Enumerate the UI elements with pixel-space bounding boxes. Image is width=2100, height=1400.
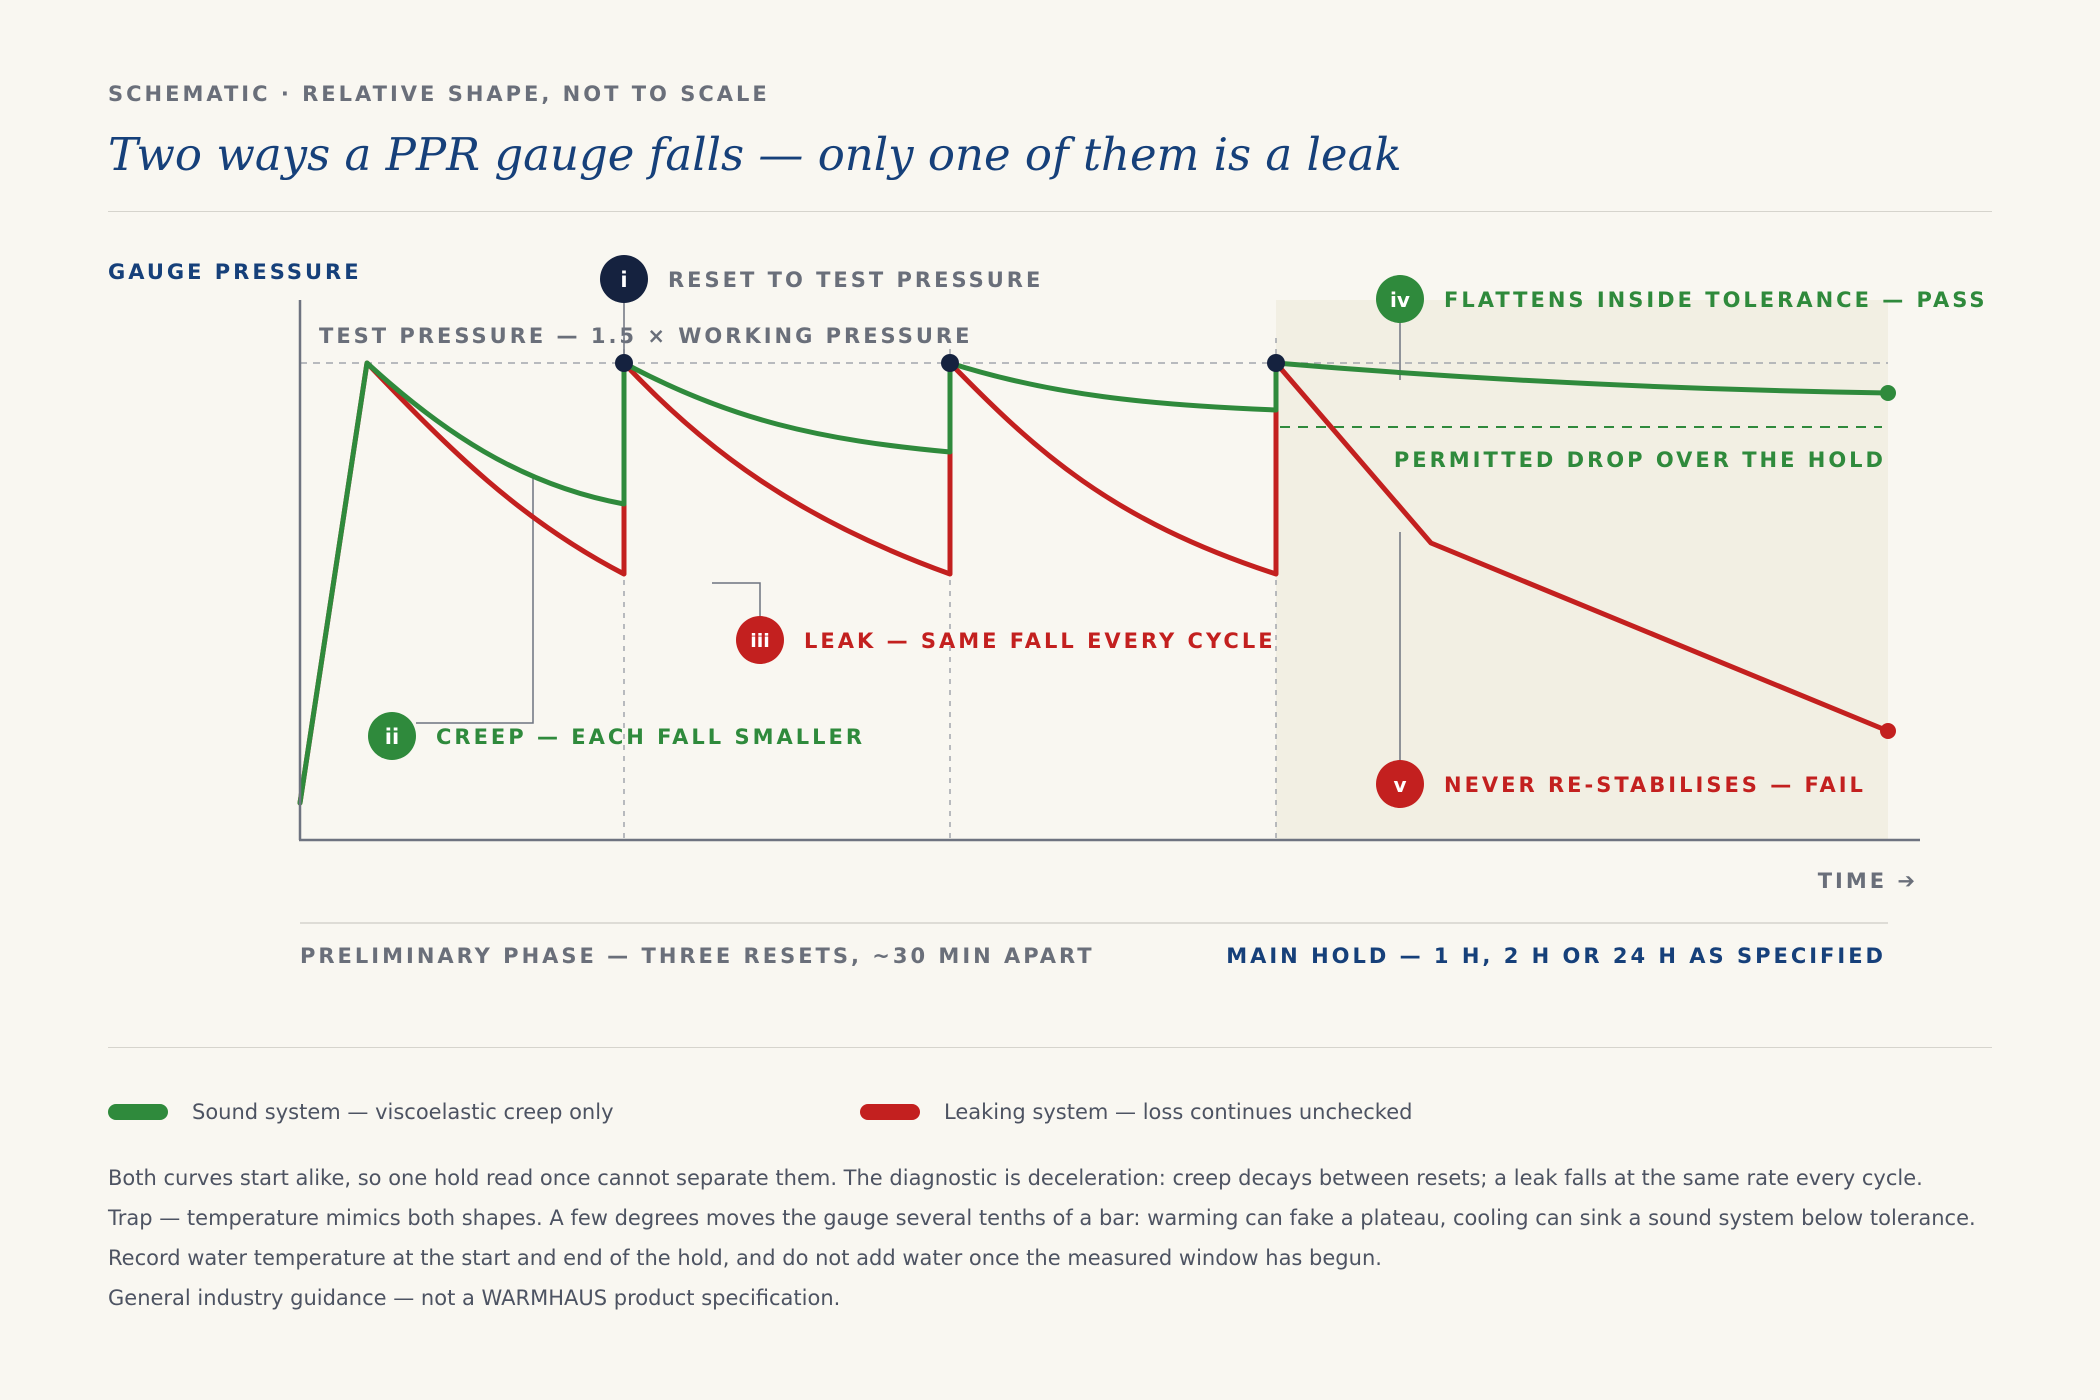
top-divider xyxy=(108,211,1992,212)
callout-text-iii: LEAK — SAME FALL EVERY CYCLE xyxy=(804,629,1276,653)
schematic-kicker: SCHEMATIC · RELATIVE SHAPE, NOT TO SCALE xyxy=(108,82,770,106)
notes-block: Both curves start alike, so one hold rea… xyxy=(108,1158,1998,1318)
callout-marker-iv-circle xyxy=(1376,275,1424,323)
note-record-temperature: Record water temperature at the start an… xyxy=(108,1246,1382,1270)
legend-swatch-sound xyxy=(108,1104,168,1120)
callout-text-ii: CREEP — EACH FALL SMALLER xyxy=(436,725,865,749)
note-disclaimer: General industry guidance — not a WARMHA… xyxy=(108,1286,841,1310)
test-pressure-label: TEST PRESSURE — 1.5 × WORKING PRESSURE xyxy=(319,324,972,348)
callout-marker-iii: iii xyxy=(750,630,770,652)
callout-text-i: RESET TO TEST PRESSURE xyxy=(668,268,1043,292)
leak-endpoint xyxy=(1880,723,1896,739)
callout-pass: iv FLATTENS INSIDE TOLERANCE — PASS xyxy=(1376,275,1988,323)
callout-reset: i RESET TO TEST PRESSURE xyxy=(600,255,1043,303)
leader-line-iii xyxy=(712,582,761,617)
diagram-title: Two ways a PPR gauge falls — only one of… xyxy=(108,128,1402,181)
callout-marker-v: v xyxy=(1393,773,1406,797)
legend-item-leak: Leaking system — loss continues unchecke… xyxy=(860,1100,1412,1124)
main-hold-label: MAIN HOLD — 1 H, 2 H OR 24 H AS SPECIFIE… xyxy=(1226,944,1886,968)
callout-marker-i-circle xyxy=(600,255,648,303)
tolerance-label: PERMITTED DROP OVER THE HOLD xyxy=(1394,448,1886,472)
callout-marker-iv: iv xyxy=(1390,288,1410,312)
reset-point-1 xyxy=(615,354,633,372)
note-temperature-trap: Trap — temperature mimics both shapes. A… xyxy=(108,1206,1976,1230)
callout-marker-iii-circle xyxy=(736,616,784,664)
callout-marker-ii: ii xyxy=(385,725,399,749)
sound-endpoint xyxy=(1880,385,1896,401)
sound-curve xyxy=(297,360,1891,806)
callout-marker-v-circle xyxy=(1376,760,1424,808)
leak-curve xyxy=(297,360,1891,806)
callout-text-v: NEVER RE-STABILISES — FAIL xyxy=(1444,773,1866,797)
y-axis-label: GAUGE PRESSURE xyxy=(108,260,362,284)
callout-fail: v NEVER RE-STABILISES — FAIL xyxy=(1376,760,1866,808)
legend-label-sound: Sound system — viscoelastic creep only xyxy=(192,1100,614,1124)
leader-line-ii xyxy=(416,474,534,724)
reset-point-3 xyxy=(1267,354,1285,372)
reset-point-2 xyxy=(941,354,959,372)
legend-swatch-leak xyxy=(860,1104,920,1120)
legend-item-sound: Sound system — viscoelastic creep only xyxy=(108,1100,614,1124)
pressure-diagram: TEST PRESSURE — 1.5 × WORKING PRESSURE P… xyxy=(108,255,1988,968)
callout-marker-ii-circle xyxy=(368,712,416,760)
callout-creep: ii CREEP — EACH FALL SMALLER xyxy=(368,712,865,760)
preliminary-phase-label: PRELIMINARY PHASE — THREE RESETS, ~30 MI… xyxy=(300,944,1095,968)
note-diagnostic: Both curves start alike, so one hold rea… xyxy=(108,1166,1923,1190)
x-axis-label: TIME ➔ xyxy=(1818,869,1918,893)
callout-text-iv: FLATTENS INSIDE TOLERANCE — PASS xyxy=(1444,288,1988,312)
callout-marker-i: i xyxy=(620,268,627,292)
legend-label-leak: Leaking system — loss continues unchecke… xyxy=(944,1100,1413,1124)
bottom-divider xyxy=(108,1047,1992,1048)
callout-leak: iii LEAK — SAME FALL EVERY CYCLE xyxy=(736,616,1276,664)
